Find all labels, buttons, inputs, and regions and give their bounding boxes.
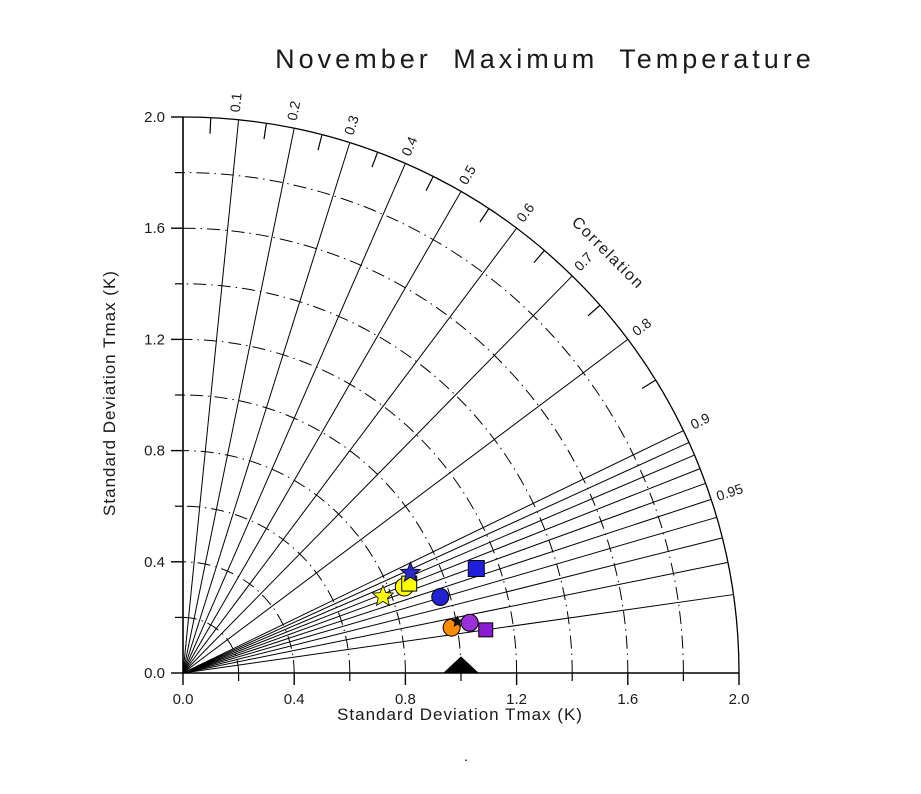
data-point-circle <box>431 587 450 606</box>
std-dev-arc <box>182 561 295 674</box>
data-point-circle <box>460 613 479 632</box>
x-axis-tick-label: 1.2 <box>506 691 527 708</box>
correlation-tick-label: 0.1 <box>227 92 245 113</box>
correlation-tick-label: 0.4 <box>398 134 421 158</box>
reference-triangle-marker <box>443 656 479 673</box>
correlation-ray <box>182 119 240 674</box>
correlation-tick-label: 0.2 <box>284 99 304 121</box>
std-dev-arc <box>182 450 406 674</box>
y-axis-tick-label: 0.0 <box>144 665 165 682</box>
correlation-tick-label: 0.5 <box>455 162 479 187</box>
correlation-ray <box>182 442 690 674</box>
correlation-ray <box>182 338 629 674</box>
chart-title: November Maximum Temperature <box>275 44 815 74</box>
correlation-ray <box>182 537 723 674</box>
correlation-ray <box>182 128 295 674</box>
correlation-minor-tick <box>425 176 434 192</box>
y-axis-tick-label: 2.0 <box>144 109 165 126</box>
correlation-ray <box>182 482 706 674</box>
correlation-minor-tick <box>209 117 212 134</box>
correlation-tick-label: 0.9 <box>688 409 713 432</box>
x-axis-tick-label: 2.0 <box>729 691 750 708</box>
correlation-minor-tick <box>479 208 490 223</box>
outer-arc <box>182 116 740 674</box>
y-axis-tick-label: 0.4 <box>144 554 165 571</box>
x-axis-title: Standard Deviation Tmax (K) <box>337 705 583 724</box>
data-point-star <box>399 561 422 583</box>
y-axis-tick-label: 1.2 <box>144 331 165 348</box>
correlation-ray <box>182 227 517 674</box>
correlation-ray <box>182 430 684 674</box>
x-axis-tick-label: 1.6 <box>617 691 638 708</box>
std-dev-arc <box>182 172 684 674</box>
correlation-tick-label: 0.6 <box>513 200 538 225</box>
x-axis-tick-label: 0.0 <box>173 691 194 708</box>
correlation-ray <box>182 142 351 674</box>
std-dev-arc <box>182 338 518 674</box>
std-dev-arc <box>182 505 351 674</box>
data-point-square <box>478 622 494 638</box>
y-axis-tick-label: 1.6 <box>144 220 165 237</box>
data-point-star <box>371 584 395 607</box>
correlation-minor-tick <box>641 379 656 390</box>
correlation-ray <box>182 454 695 674</box>
correlation-minor-tick <box>371 151 379 168</box>
std-dev-arc <box>182 394 462 674</box>
x-axis-tick-label: 0.4 <box>284 691 305 708</box>
correlation-tick-label: 0.7 <box>571 249 596 274</box>
y-axis-tick-label: 0.8 <box>144 443 165 460</box>
correlation-minor-tick <box>263 123 267 140</box>
correlation-minor-tick <box>587 304 601 317</box>
correlation-ray <box>182 594 734 674</box>
correlation-ray <box>182 561 728 674</box>
data-point-square <box>467 560 485 578</box>
correlation-ray <box>182 516 717 674</box>
correlation-ray <box>182 191 462 674</box>
correlation-minor-tick <box>317 134 323 151</box>
correlation-ray <box>182 275 573 674</box>
correlation-tick-label: 0.8 <box>629 314 654 339</box>
std-dev-arc <box>182 227 629 674</box>
stray-dot: . <box>464 748 468 764</box>
correlation-ray <box>182 163 406 674</box>
x-axis-tick-label: 0.8 <box>395 691 416 708</box>
correlation-minor-tick <box>533 250 545 264</box>
std-dev-arc <box>182 283 573 674</box>
correlation-tick-label: 0.3 <box>341 113 362 137</box>
correlation-ray <box>182 498 712 674</box>
y-axis-title: Standard Deviation Tmax (K) <box>100 270 119 516</box>
correlation-ray <box>182 468 701 674</box>
correlation-tick-label: 0.95 <box>714 480 745 504</box>
